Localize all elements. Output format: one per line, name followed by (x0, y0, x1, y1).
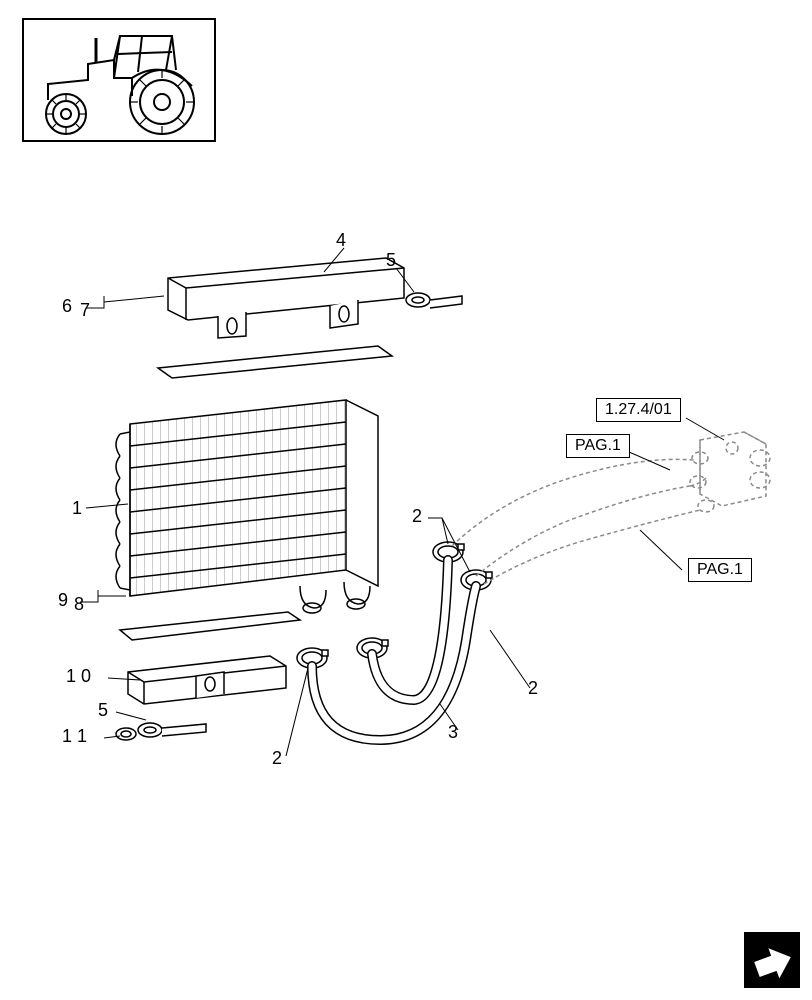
hoses-dashed (452, 452, 714, 584)
diagram-canvas: 1 4 5 6 7 2 2 2 3 9 8 1 0 5 1 1 1.27.4/0… (0, 0, 812, 1000)
callout-11: 1 1 (62, 726, 87, 747)
callout-9: 9 (58, 590, 68, 611)
callout-2a: 2 (412, 506, 422, 527)
callout-6: 6 (62, 296, 72, 317)
callout-5b: 5 (98, 700, 108, 721)
callout-7: 7 (80, 300, 90, 321)
callout-2c: 2 (528, 678, 538, 699)
manifold-dashed (700, 432, 770, 506)
callout-10: 1 0 (66, 666, 91, 687)
ref-page-a: PAG.1 (566, 434, 630, 458)
callout-1: 1 (72, 498, 82, 519)
bolt-bottom (116, 723, 206, 740)
bolt-top (406, 293, 462, 308)
top-bracket (168, 258, 404, 338)
radiator-core (116, 400, 378, 613)
callout-5a: 5 (386, 250, 396, 271)
callout-4: 4 (336, 230, 346, 251)
arrow-icon (744, 932, 800, 988)
hoses-solid (312, 586, 476, 740)
parts-diagram (0, 0, 812, 1000)
callout-3: 3 (448, 722, 458, 743)
ref-section: 1.27.4/01 (596, 398, 681, 422)
ref-page-b: PAG.1 (688, 558, 752, 582)
gasket-bottom (120, 612, 300, 640)
callout-2b: 2 (272, 748, 282, 769)
bottom-bracket (128, 656, 286, 704)
corner-badge (744, 932, 800, 988)
callout-8: 8 (74, 594, 84, 615)
gasket-top (158, 346, 392, 378)
